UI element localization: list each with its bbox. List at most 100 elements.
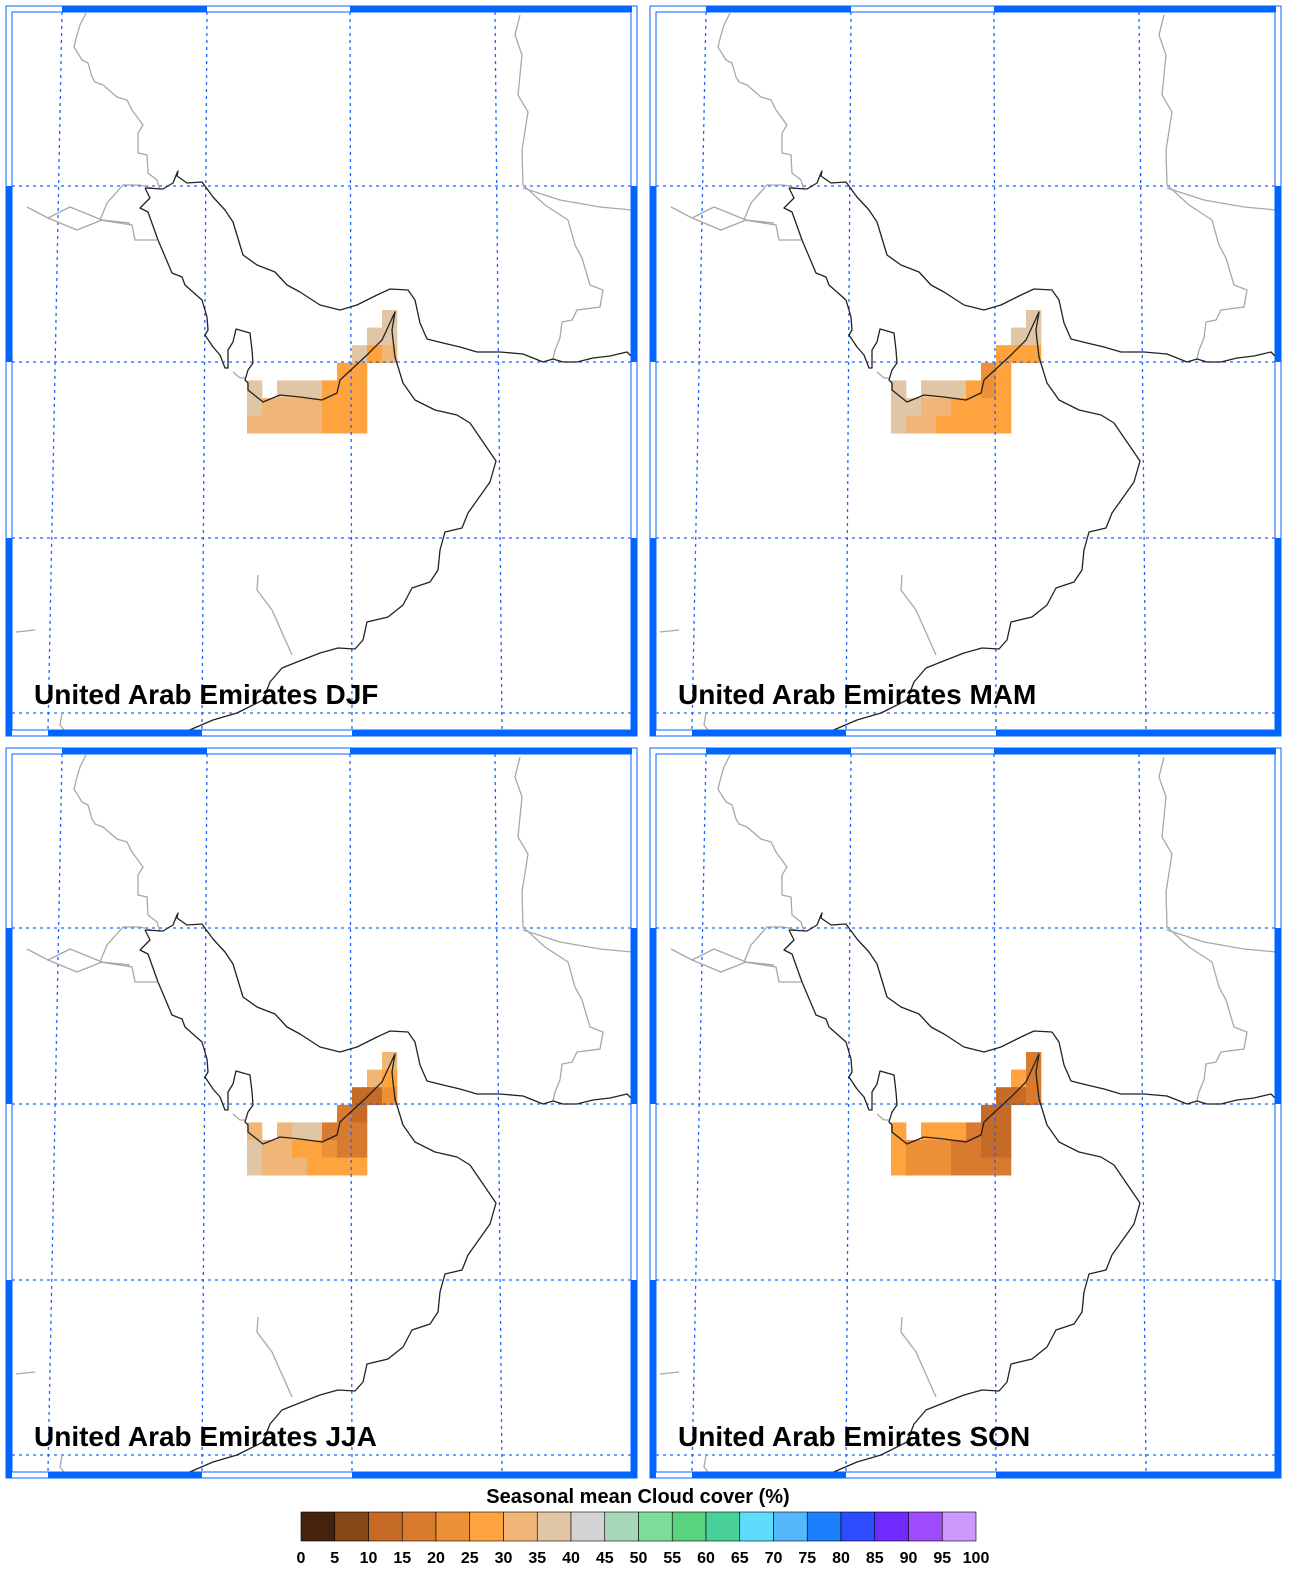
colorbar-tick-label: 65: [731, 1550, 749, 1567]
grid-cell: [981, 1104, 997, 1123]
grid-cell: [981, 380, 997, 399]
meridian-line: [349, 11, 353, 731]
panel-title: United Arab Emirates JJA: [34, 1421, 377, 1452]
grid-cell: [936, 1140, 952, 1158]
border-line: [1166, 187, 1277, 211]
grid-cell: [247, 1157, 263, 1176]
meridian-line: [691, 11, 707, 731]
meridian-line: [494, 11, 503, 731]
border-line: [256, 1316, 293, 1398]
grid-cell: [337, 415, 353, 434]
frame-band: [6, 1280, 12, 1478]
border-line: [670, 206, 775, 224]
colorbar-tick-label: 60: [697, 1550, 715, 1567]
border-line: [659, 1371, 680, 1375]
grid-cell: [352, 398, 368, 416]
frame-band: [62, 6, 207, 12]
grid-cell: [996, 415, 1012, 434]
meridian-line: [993, 11, 997, 731]
colorbar-tick-label: 90: [900, 1550, 918, 1567]
grid-cell: [322, 380, 338, 399]
grid-cell: [292, 398, 308, 416]
grid-cell: [262, 1140, 278, 1158]
meridian-line: [494, 753, 503, 1473]
grid-cell: [966, 1157, 982, 1176]
grid-cell: [981, 1157, 997, 1176]
grid-cell: [337, 1122, 353, 1141]
colorbar-tick-label: 85: [866, 1550, 884, 1567]
grid-cell: [352, 1157, 368, 1176]
grid-cell: [277, 398, 293, 416]
grid-cell: [891, 1157, 907, 1176]
frame-inner: [11, 753, 632, 1473]
border-line: [659, 629, 680, 633]
grid-cell: [292, 380, 308, 399]
grid-cell: [322, 1140, 338, 1158]
colorbar-tick-label: 25: [461, 1550, 479, 1567]
border-line: [900, 574, 937, 656]
frame-band: [48, 1472, 202, 1478]
colorbar-box: [941, 1511, 977, 1542]
colorbar-tick-label: 70: [765, 1550, 783, 1567]
map-frame: [649, 747, 1282, 1479]
grid-cell: [367, 345, 383, 364]
map-frame: [5, 747, 638, 1479]
colorbar-box: [638, 1511, 673, 1542]
grid-cell: [981, 415, 997, 434]
grid-cell: [996, 380, 1012, 399]
colorbar-tick-label: 95: [933, 1550, 951, 1567]
colorbar-box: [604, 1511, 639, 1542]
grid-cell: [352, 1140, 368, 1158]
coastline-south: [783, 187, 1141, 736]
grid-cell: [307, 415, 323, 434]
grid-cell: [966, 1140, 982, 1158]
grid-cell: [1011, 345, 1027, 364]
grid-cell: [891, 380, 907, 399]
grid-cell: [262, 398, 278, 416]
grid-cell: [337, 1104, 353, 1123]
frame-outer: [5, 747, 638, 1479]
cloud-cover-cells: [247, 1052, 398, 1176]
border-line: [99, 961, 157, 983]
meridian-line: [845, 11, 852, 731]
grid-cell: [921, 415, 937, 434]
colorbar-tick-label: 0: [297, 1550, 306, 1567]
frame-outer: [649, 5, 1282, 737]
frame-band: [631, 538, 637, 736]
border-line: [15, 629, 36, 633]
grid-cell: [951, 380, 967, 399]
grid-cell: [921, 1140, 937, 1158]
frame-band: [692, 1472, 846, 1478]
frame-band: [1275, 186, 1281, 362]
grid-cell: [337, 1140, 353, 1158]
colorbar-boxes: [300, 1511, 977, 1542]
grid-cell: [367, 327, 383, 346]
frame-band: [352, 1472, 632, 1478]
country-borders: [659, 12, 1277, 737]
grid-cell: [247, 415, 263, 434]
grid-cell: [337, 362, 353, 381]
grid-cell: [247, 398, 263, 416]
cloud-cover-cells: [247, 310, 398, 434]
meridian-line: [349, 753, 353, 1473]
border-line: [514, 756, 604, 1102]
grid-cell: [891, 398, 907, 416]
colorbar-box: [368, 1511, 403, 1542]
colorbar-box: [536, 1511, 572, 1542]
colorbar-box: [469, 1511, 504, 1542]
border-line: [717, 12, 805, 191]
border-line: [232, 1113, 245, 1121]
grid-cell: [322, 1122, 338, 1141]
meridian-line: [1138, 753, 1147, 1473]
colorbar-box: [300, 1511, 336, 1542]
grid-cell: [966, 398, 982, 416]
colorbar-box: [908, 1511, 943, 1542]
colorbar-tick-label: 55: [663, 1550, 681, 1567]
map-panel-djf: United Arab Emirates DJF: [5, 5, 638, 737]
grid-cell: [277, 380, 293, 399]
grid-cell: [307, 1140, 323, 1158]
grid-cell: [352, 1104, 368, 1123]
grid-cell: [247, 380, 263, 399]
frame-outer: [5, 5, 638, 737]
border-line: [743, 184, 797, 221]
